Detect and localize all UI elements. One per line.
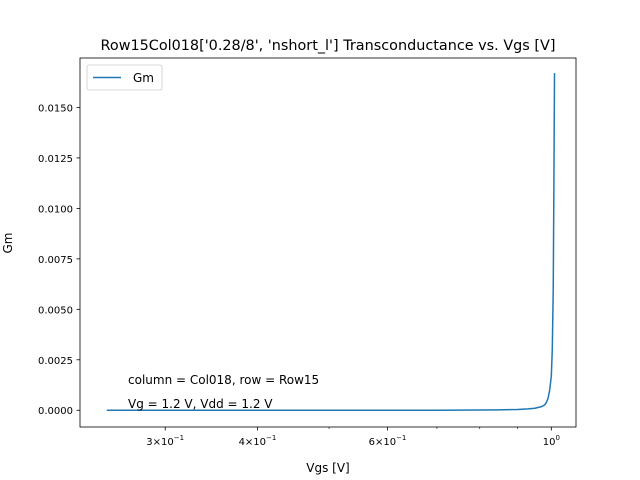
axes-border [79, 57, 577, 428]
y-tick-label: 0.0150 [38, 103, 73, 114]
y-axis-label: Gm [1, 233, 15, 254]
annotation-bias: Vg = 1.2 V, Vdd = 1.2 V [128, 397, 273, 411]
annotation-location: column = Col018, row = Row15 [128, 373, 319, 387]
x-tick-label: 100 [543, 434, 560, 448]
y-tick-label: 0.0050 [38, 305, 73, 316]
y-tick-label: 0.0000 [38, 406, 73, 417]
y-tick-label: 0.0025 [38, 356, 73, 367]
x-tick-label: 6×10−1 [369, 434, 407, 448]
plot-area: 3×10−1 4×10−1 6×10−1 100 0.0000 0.0025 0.0050… [38, 57, 577, 448]
legend-box [86, 64, 163, 91]
x-tick-label: 4×10−1 [239, 434, 277, 448]
legend-label: Gm [133, 71, 154, 85]
x-axis-label: Vgs [V] [306, 461, 349, 475]
axes-frame [80, 58, 576, 427]
y-axis-ticks: 0.0000 0.0025 0.0050 0.0075 0.0100 0.0125 0.01… [38, 103, 80, 417]
series-line-gm [106, 73, 556, 411]
annotations: column = Col018, row = Row15 Vg = 1.2 V,… [128, 373, 319, 411]
series-layer [106, 73, 556, 411]
x-axis-ticks: 3×10−1 4×10−1 6×10−1 100 [146, 427, 560, 448]
y-tick-label: 0.0075 [38, 255, 73, 266]
y-tick-label: 0.0125 [38, 154, 73, 165]
chart-title: Row15Col018['0.28/8', 'nshort_l'] Transc… [101, 38, 556, 54]
x-tick-label: 3×10−1 [146, 434, 184, 448]
y-tick-label: 0.0100 [38, 204, 73, 215]
legend: Gm [86, 64, 163, 91]
